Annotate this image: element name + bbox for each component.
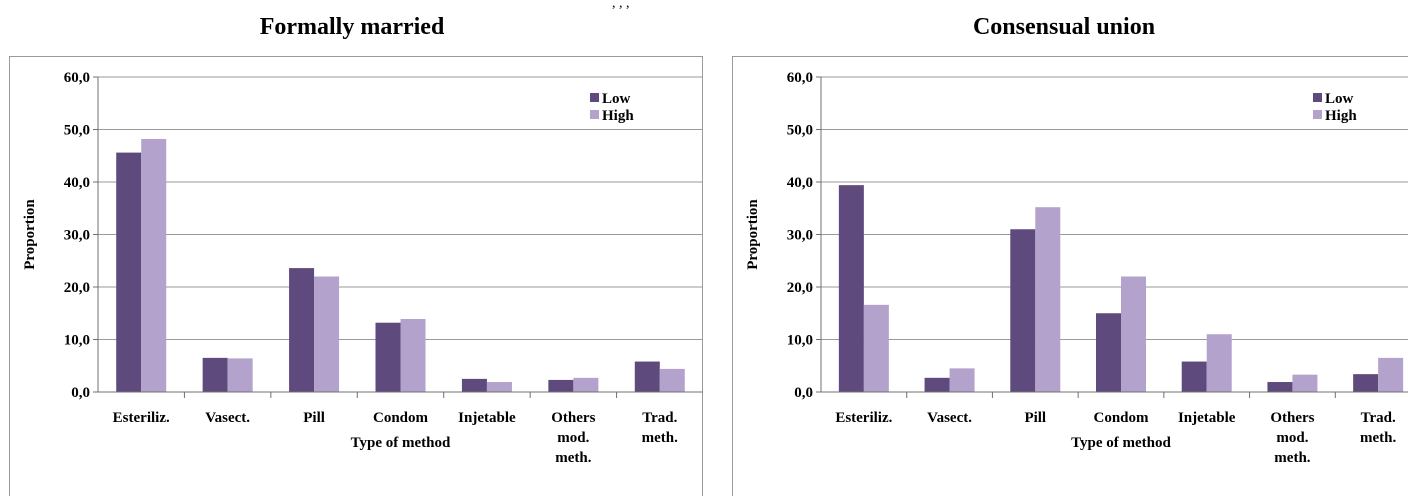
bar-high	[314, 276, 340, 392]
x-tick-label: Others	[551, 410, 595, 426]
y-tick-label: 40,0	[64, 175, 90, 191]
legend-swatch-high	[590, 110, 599, 119]
bar-high	[1378, 357, 1404, 392]
x-tick-label: Vasect.	[927, 410, 972, 426]
y-tick-label: 0,0	[794, 385, 813, 401]
x-tick-label: Trad.	[1361, 410, 1396, 426]
x-tick-label: mod.	[557, 430, 589, 446]
x-tick-label: Pill	[303, 410, 325, 426]
bar-low	[634, 361, 660, 392]
legend-label-high: High	[602, 108, 634, 124]
bar-low	[116, 152, 142, 392]
bar-high	[141, 138, 167, 392]
bar-high	[227, 358, 253, 392]
x-axis-title: Type of method	[1071, 435, 1171, 451]
x-tick-label: Injetable	[1178, 410, 1236, 426]
bar-low	[1010, 229, 1036, 392]
chart-title: Consensual union	[972, 14, 1156, 40]
bar-high	[1121, 276, 1146, 392]
legend-swatch-low	[1313, 93, 1322, 102]
y-tick-label: 50,0	[64, 123, 90, 139]
y-tick-label: 50,0	[787, 123, 813, 139]
bar-high	[1292, 374, 1318, 392]
chart-frame: 0,0 10,0 20,0 30,0 40,0 50,0 60,0 Esteriliz. Vas…	[732, 56, 1408, 496]
x-tick-label: meth.	[555, 450, 591, 466]
legend-label-high: High	[1325, 108, 1357, 124]
y-tick-label: 20,0	[64, 280, 90, 296]
bar-low	[838, 185, 864, 392]
y-tick-label: 40,0	[787, 175, 813, 191]
x-tick-label: Esteriliz.	[113, 410, 170, 426]
bar-high	[949, 368, 975, 392]
y-tick-label: 10,0	[787, 333, 813, 349]
legend-swatch-low	[590, 93, 599, 102]
x-tick-label: Others	[1270, 410, 1314, 426]
y-tick-label: 0,0	[71, 385, 90, 401]
chart-panel-formally-married: Formally married 0,0 10,0 20,0 30,0 40,0 50,0…	[0, 0, 704, 496]
x-tick-label: Pill	[1024, 410, 1046, 426]
y-tick-label: 30,0	[787, 228, 813, 244]
y-tick-label: 60,0	[64, 70, 90, 86]
bar-high	[863, 304, 889, 392]
x-tick-label: Trad.	[642, 410, 677, 426]
y-axis-title: Proportion	[745, 199, 761, 270]
bar-low	[289, 268, 315, 392]
bar-low	[202, 357, 228, 392]
y-tick-label: 60,0	[787, 70, 813, 86]
bar-high	[1035, 207, 1061, 392]
y-tick-label: 10,0	[64, 333, 90, 349]
bar-chart: 0,0 10,0 20,0 30,0 40,0 50,0 60,0 Esteriliz. Vas…	[745, 70, 1408, 466]
legend-label-low: Low	[1325, 91, 1354, 107]
x-tick-label: Condom	[373, 410, 429, 426]
bar-high	[573, 377, 599, 392]
x-tick-label: Condom	[1093, 410, 1149, 426]
bar-low	[1181, 361, 1207, 392]
chart-title: Formally married	[259, 14, 445, 40]
bar-low	[548, 379, 574, 392]
x-tick-label: meth.	[1274, 450, 1310, 466]
bar-high	[1206, 334, 1232, 392]
chart-panel-consensual-union: Consensual union 0,0 10,0 20,0 30,0 40,0 50,0…	[720, 0, 1408, 496]
legend-swatch-high	[1313, 110, 1322, 119]
chart-frame: 0,0 10,0 20,0 30,0 40,0 50,0 60,0 Esteriliz. Vas…	[9, 56, 703, 496]
bar-chart: 0,0 10,0 20,0 30,0 40,0 50,0 60,0 Esteriliz. Vas…	[22, 70, 703, 466]
bar-high	[486, 382, 512, 392]
y-tick-label: 30,0	[64, 228, 90, 244]
x-axis-title: Type of method	[351, 435, 451, 451]
y-axis-title: Proportion	[22, 199, 38, 270]
bar-high	[659, 368, 685, 392]
bar-low	[1096, 313, 1121, 392]
x-tick-label: meth.	[642, 430, 678, 446]
x-tick-label: Vasect.	[205, 410, 250, 426]
bar-high	[400, 319, 426, 392]
bar-low	[1353, 374, 1379, 392]
x-tick-label: meth.	[1360, 430, 1396, 446]
top-fragment: , , ,	[612, 0, 630, 11]
bar-low	[461, 378, 487, 392]
bar-low	[375, 322, 401, 392]
y-tick-label: 20,0	[787, 280, 813, 296]
x-tick-label: Esteriliz.	[835, 410, 892, 426]
bar-low	[924, 377, 950, 392]
x-tick-label: Injetable	[458, 410, 516, 426]
legend-label-low: Low	[602, 91, 631, 107]
x-tick-label: mod.	[1276, 430, 1308, 446]
bar-low	[1267, 382, 1293, 392]
